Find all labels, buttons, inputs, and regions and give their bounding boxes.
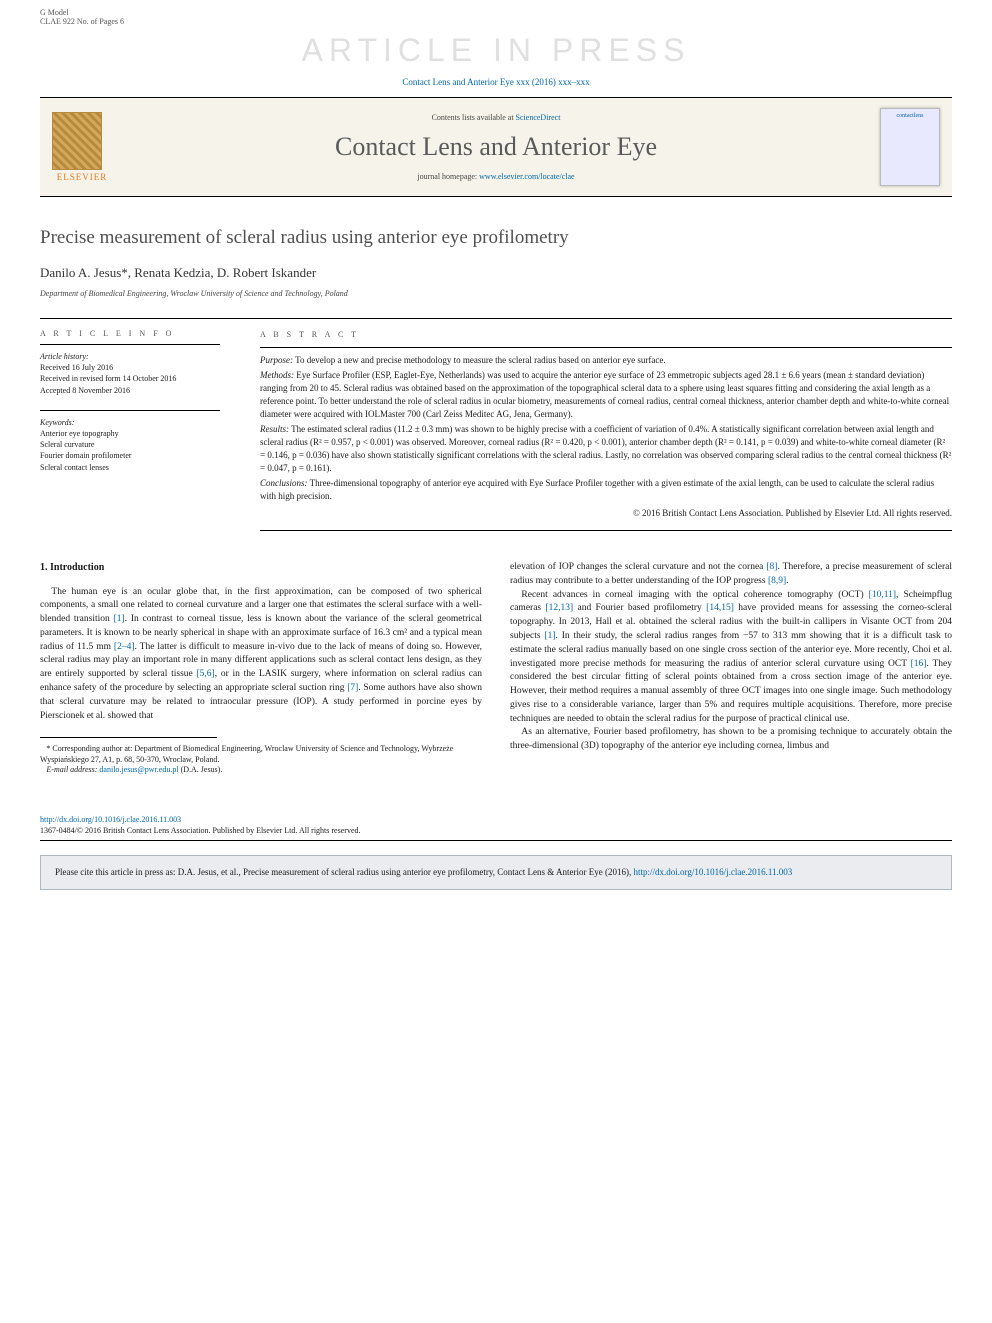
corresponding-author: * Corresponding author at: Department of… bbox=[40, 744, 482, 765]
home-prefix: journal homepage: bbox=[417, 172, 479, 181]
keyword: Scleral curvature bbox=[40, 439, 220, 450]
article-info-heading: A R T I C L E I N F O bbox=[40, 329, 220, 345]
ref-link[interactable]: [14,15] bbox=[706, 603, 734, 613]
elsevier-logo: ELSEVIER bbox=[52, 112, 112, 182]
watermark: ARTICLE IN PRESS bbox=[0, 30, 992, 77]
column-left: 1. Introduction The human eye is an ocul… bbox=[40, 561, 482, 775]
keyword: Fourier domain profilometer bbox=[40, 450, 220, 461]
journal-title: Contact Lens and Anterior Eye bbox=[128, 122, 864, 172]
ref-link[interactable]: [2–4] bbox=[114, 642, 135, 652]
keywords-label: Keywords: bbox=[40, 417, 220, 428]
info-abstract-row: A R T I C L E I N F O Article history: R… bbox=[40, 318, 952, 531]
ref-link[interactable]: [8,9] bbox=[768, 576, 786, 586]
body-text: . bbox=[786, 576, 788, 586]
column-right: elevation of IOP changes the scleral cur… bbox=[510, 561, 952, 775]
keyword: Anterior eye topography bbox=[40, 428, 220, 439]
citation-box: Please cite this article in press as: D.… bbox=[40, 855, 952, 890]
results-label: Results: bbox=[260, 424, 289, 434]
ref-link[interactable]: [1] bbox=[114, 614, 125, 624]
section-heading: 1. Introduction bbox=[40, 561, 482, 576]
ref-link[interactable]: [12,13] bbox=[545, 603, 573, 613]
body-text: and Fourier based profilometry bbox=[573, 603, 706, 613]
affiliation: Department of Biomedical Engineering, Wr… bbox=[40, 289, 952, 298]
abstract-copyright: © 2016 British Contact Lens Association.… bbox=[260, 507, 952, 520]
methods-text: Eye Surface Profiler (ESP, Eaglet-Eye, N… bbox=[260, 370, 949, 419]
purpose-text: To develop a new and precise methodology… bbox=[293, 355, 666, 365]
header-bar: G Model CLAE 922 No. of Pages 6 bbox=[0, 0, 992, 30]
ref-link[interactable]: [10,11] bbox=[869, 590, 896, 600]
journal-center: Contents lists available at ScienceDirec… bbox=[128, 113, 864, 181]
model-line: G Model bbox=[40, 8, 124, 17]
ref-link[interactable]: [8] bbox=[766, 562, 777, 572]
issn-line: 1367-0484/© 2016 British Contact Lens As… bbox=[40, 826, 952, 836]
footnote-separator bbox=[40, 737, 217, 738]
ref-link[interactable]: [5,6] bbox=[197, 669, 215, 679]
footer-separator bbox=[40, 840, 952, 841]
email-link[interactable]: danilo.jesus@pwr.edu.pl bbox=[99, 765, 178, 774]
elsevier-text: ELSEVIER bbox=[52, 172, 112, 182]
ref-link[interactable]: [7] bbox=[347, 683, 358, 693]
received-date: Received 16 July 2016 bbox=[40, 362, 220, 373]
footer-meta: http://dx.doi.org/10.1016/j.clae.2016.11… bbox=[40, 815, 952, 841]
journal-cover-thumb: contactlens bbox=[880, 108, 940, 186]
journal-reference-line: Contact Lens and Anterior Eye xxx (2016)… bbox=[0, 77, 992, 97]
sciencedirect-link[interactable]: ScienceDirect bbox=[516, 113, 561, 122]
journal-ref-link[interactable]: Contact Lens and Anterior Eye xxx (2016)… bbox=[402, 77, 589, 87]
elsevier-tree-icon bbox=[52, 112, 102, 170]
revised-date: Received in revised form 14 October 2016 bbox=[40, 373, 220, 384]
history-label: Article history: bbox=[40, 351, 220, 362]
contents-prefix: Contents lists available at bbox=[432, 113, 516, 122]
conclusions-text: Three-dimensional topography of anterior… bbox=[260, 478, 934, 501]
purpose-label: Purpose: bbox=[260, 355, 293, 365]
abstract-divider bbox=[260, 530, 952, 531]
cite-text: Please cite this article in press as: D.… bbox=[55, 867, 634, 877]
ref-link[interactable]: [1] bbox=[544, 631, 555, 641]
body-text: . In their study, the scleral radius ran… bbox=[510, 631, 952, 669]
results-text: The estimated scleral radius (11.2 ± 0.3… bbox=[260, 424, 951, 473]
email-suffix: (D.A. Jesus). bbox=[179, 765, 223, 774]
body-text: 1. Introduction The human eye is an ocul… bbox=[40, 561, 952, 775]
abstract-heading: A B S T R A C T bbox=[260, 329, 952, 348]
article-title: Precise measurement of scleral radius us… bbox=[40, 227, 952, 249]
accepted-date: Accepted 8 November 2016 bbox=[40, 385, 220, 396]
footnotes: * Corresponding author at: Department of… bbox=[40, 744, 482, 775]
email-label: E-mail address: bbox=[46, 765, 99, 774]
conclusions-label: Conclusions: bbox=[260, 478, 308, 488]
body-text: Recent advances in corneal imaging with … bbox=[521, 590, 868, 600]
methods-label: Methods: bbox=[260, 370, 294, 380]
journal-home-link[interactable]: www.elsevier.com/locate/clae bbox=[479, 172, 574, 181]
ref-link[interactable]: [16] bbox=[911, 659, 927, 669]
body-text: As an alternative, Fourier based profilo… bbox=[510, 726, 952, 754]
cite-doi-link[interactable]: http://dx.doi.org/10.1016/j.clae.2016.11… bbox=[634, 867, 793, 877]
cover-label: contactlens bbox=[897, 113, 924, 119]
body-text: elevation of IOP changes the scleral cur… bbox=[510, 562, 766, 572]
abstract: A B S T R A C T Purpose: To develop a ne… bbox=[260, 329, 952, 531]
journal-header-box: ELSEVIER Contents lists available at Sci… bbox=[40, 97, 952, 197]
article-content: Precise measurement of scleral radius us… bbox=[0, 197, 992, 795]
ref-line: CLAE 922 No. of Pages 6 bbox=[40, 17, 124, 26]
article-info: A R T I C L E I N F O Article history: R… bbox=[40, 329, 220, 531]
keyword: Scleral contact lenses bbox=[40, 462, 220, 473]
authors: Danilo A. Jesus*, Renata Kedzia, D. Robe… bbox=[40, 265, 952, 281]
doi-link[interactable]: http://dx.doi.org/10.1016/j.clae.2016.11… bbox=[40, 815, 181, 824]
